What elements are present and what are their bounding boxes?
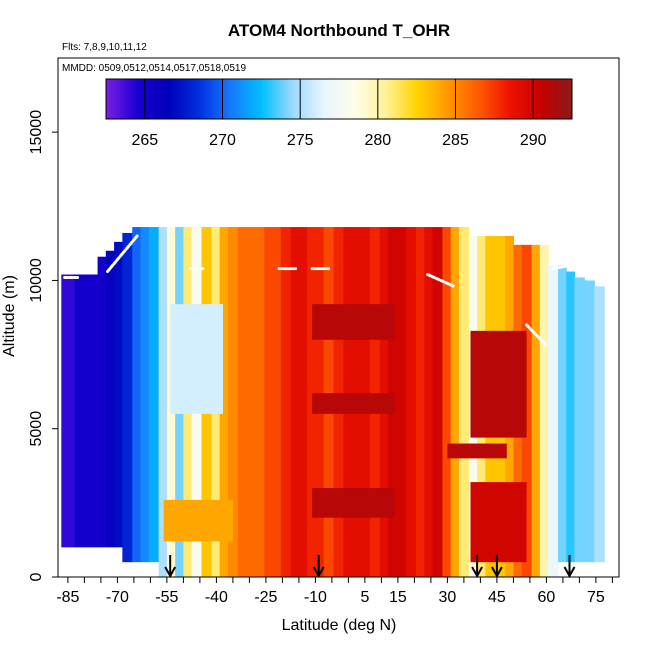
colorbar: 265 270 275 280 285 290 [105, 78, 573, 149]
arrow-head [563, 566, 576, 579]
colorbar-gradient [105, 78, 573, 120]
heatmap-column [89, 274, 99, 548]
heatmap-column [432, 227, 444, 578]
heatmap-column [105, 250, 115, 548]
heatmap-column [290, 227, 300, 578]
arrow-head [164, 566, 177, 579]
y-tick-label: 0 [28, 572, 45, 581]
heatmap-column [219, 227, 229, 578]
y-tick-label: 15000 [28, 110, 45, 155]
heatmap-column [450, 227, 460, 578]
y-tick-label: 5000 [28, 411, 45, 447]
heatmap-column [237, 227, 247, 578]
heatmap-column [227, 227, 239, 578]
heatmap-band [312, 304, 395, 340]
heatmap-column [539, 244, 549, 577]
colorbar-tick-label: 285 [442, 132, 469, 149]
arrow-markers [164, 555, 576, 579]
flight-tracks [63, 189, 588, 348]
flight-track [551, 261, 588, 271]
y-tick-label: 10000 [28, 258, 45, 303]
flight-track [426, 273, 456, 288]
heatmap-band [447, 443, 507, 459]
heatmap-column [416, 227, 425, 578]
heatmap-column [158, 227, 168, 578]
heatmap-column [61, 274, 69, 548]
colorbar-tick-label: 265 [131, 132, 158, 149]
x-tick-label: 45 [488, 589, 506, 606]
arrow-head [491, 566, 503, 579]
heatmap-column [531, 244, 541, 577]
heatmap-column [396, 227, 407, 578]
colorbar-tick-label: 290 [520, 132, 547, 149]
heatmap-column [114, 241, 123, 548]
heatmap-band [470, 482, 527, 563]
arrow-marker [491, 555, 503, 579]
heatmap-column [307, 227, 316, 578]
x-tick-label: 30 [439, 589, 457, 606]
heatmap-column [67, 274, 76, 548]
heatmap-overlays [163, 304, 527, 563]
x-tick-label: -25 [254, 589, 277, 606]
heatmap-column [574, 277, 585, 563]
heatmap-column [81, 274, 90, 548]
heatmap-column [264, 227, 274, 578]
heatmap-column [280, 227, 292, 578]
colorbar-tick-label: 270 [209, 132, 236, 149]
arrow-marker [471, 555, 483, 579]
heatmap-column [584, 280, 595, 563]
x-tick-label: -10 [304, 589, 327, 606]
arrow-marker [312, 555, 325, 579]
heatmap-band [312, 488, 395, 518]
x-tick-label: 75 [587, 589, 605, 606]
heatmap-column [122, 232, 133, 563]
heatmap-column [424, 227, 434, 578]
plot-frame [57, 57, 620, 578]
arrow-marker [164, 555, 177, 579]
chart-title: ATOM4 Northbound T_OHR [228, 21, 450, 40]
heatmap-column [246, 227, 255, 578]
x-axis-label: Latitude (deg N) [282, 617, 397, 634]
arrow-head [312, 566, 325, 579]
heatmap-column [74, 274, 82, 548]
colorbar-tick-label: 280 [364, 132, 391, 149]
heatmap-band [312, 393, 395, 414]
heatmap-column [594, 286, 605, 563]
heatmap-column [254, 227, 265, 578]
flights-label: Flts: 7,8,9,10,11,12 [62, 42, 147, 53]
x-tick-label: -55 [155, 589, 178, 606]
x-tick-label: -70 [106, 589, 129, 606]
heatmap-band [470, 330, 527, 438]
x-tick-label: 15 [389, 589, 407, 606]
y-axis: 0 5000 10000 15000 [28, 110, 58, 581]
flight-track [525, 323, 548, 348]
x-axis: -85 -70 -55 -40 -25 -10 5 15 30 45 60 75 [56, 577, 613, 606]
arrow-head [471, 566, 483, 579]
heatmap-column [272, 227, 282, 578]
heatmap-column [140, 227, 150, 563]
x-tick-label: -40 [205, 589, 228, 606]
heatmap-column [298, 227, 308, 578]
heatmap-column [406, 227, 417, 578]
heatmap-column [132, 227, 142, 563]
heatmap-column [521, 244, 533, 577]
y-axis-label: Altitude (m) [1, 275, 18, 357]
flight-track [106, 234, 139, 274]
x-tick-label: 5 [360, 589, 369, 606]
colorbar-tick-label: 275 [287, 132, 314, 149]
heatmap-column [458, 227, 470, 578]
x-tick-label: 60 [538, 589, 556, 606]
x-tick-label: -85 [56, 589, 79, 606]
heatmap-column [548, 265, 559, 577]
heatmap-column [442, 227, 452, 578]
heatmap-band [170, 304, 223, 414]
dates-label: MMDD: 0509,0512,0514,0517,0518,0519 [62, 63, 246, 74]
heatmap-column [557, 265, 567, 563]
arrow-marker [563, 555, 576, 579]
heatmap-column [97, 256, 107, 548]
heatmap-column [148, 227, 160, 563]
heatmap-column [566, 271, 576, 563]
heatmap-band [163, 499, 233, 542]
